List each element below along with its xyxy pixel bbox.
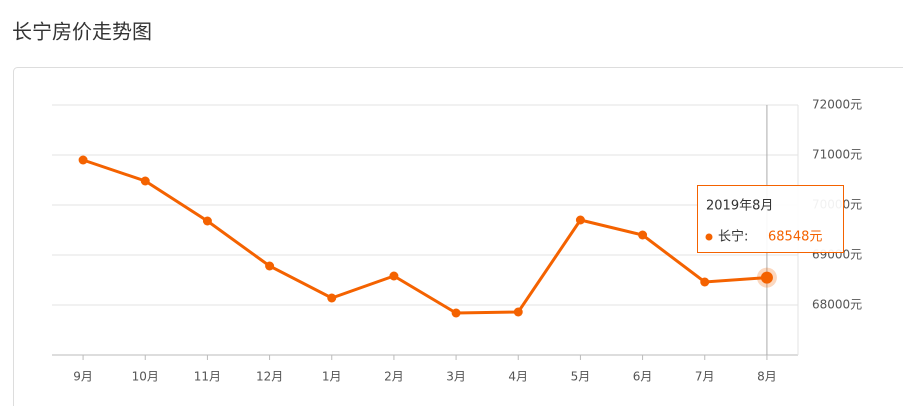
x-tick-label: 7月: [695, 370, 715, 384]
point: [327, 294, 336, 303]
point: [389, 272, 398, 281]
x-tick-label: 2月: [384, 370, 404, 384]
point: [79, 156, 88, 165]
tooltip-value: 68548元: [768, 230, 822, 245]
point: [700, 278, 709, 287]
point: [638, 231, 647, 240]
tooltip-label: 长宁:: [718, 229, 748, 245]
x-tick-label: 3月: [446, 370, 466, 384]
x-tick-label: 5月: [571, 370, 591, 384]
point: [203, 217, 212, 226]
x-tick-label: 1月: [322, 370, 342, 384]
point: [514, 308, 523, 317]
point: [141, 177, 150, 186]
point: [576, 216, 585, 225]
x-tick-label: 4月: [508, 370, 528, 384]
point: [265, 262, 274, 271]
chart-title: 长宁房价走势图: [12, 20, 152, 44]
y-tick-label: 68000元: [812, 298, 862, 312]
x-tick-label: 11月: [194, 370, 221, 384]
x-tick-label: 10月: [132, 370, 159, 384]
x-tick-label: 8月: [757, 370, 777, 384]
point: [761, 272, 773, 284]
point: [452, 309, 461, 318]
x-tick-label: 6月: [633, 370, 653, 384]
tooltip-dot: [706, 234, 713, 241]
x-tick-label: 9月: [73, 370, 93, 384]
tooltip-title: 2019年8月: [706, 199, 773, 214]
x-tick-label: 12月: [256, 370, 283, 384]
y-tick-label: 72000元: [812, 98, 862, 112]
y-tick-label: 71000元: [812, 148, 862, 162]
